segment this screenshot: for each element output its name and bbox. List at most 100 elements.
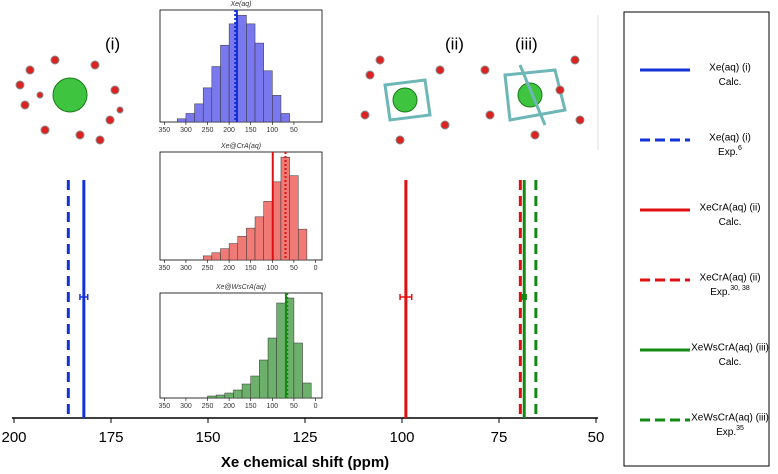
histogram-bar: [241, 383, 251, 399]
x-tick-label: 50: [588, 429, 605, 446]
histogram-bar: [233, 389, 243, 399]
histogram-bar: [207, 395, 217, 399]
inset-title: Xe(aq): [229, 1, 251, 8]
legend-note: Calc.: [719, 77, 742, 88]
histogram-bar: [267, 337, 277, 399]
x-tick-label: 75: [491, 429, 508, 446]
x-tick-label: 125: [292, 429, 317, 446]
inset-tick-label: 300: [180, 403, 192, 410]
legend-note: Calc.: [719, 357, 742, 368]
histogram-bar: [280, 113, 290, 123]
histogram-bar: [276, 302, 286, 399]
molecule-iii: [480, 55, 585, 140]
error-bar: [79, 294, 89, 300]
histogram-bar: [272, 95, 282, 123]
inset-tick-label: 350: [158, 403, 170, 410]
panel-label: (ii): [445, 34, 464, 53]
inset-tick-label: 50: [290, 403, 298, 410]
inset-tick-label: 300: [180, 265, 192, 272]
histogram-bar: [250, 375, 260, 399]
histogram-bar: [259, 359, 269, 399]
legend-label: XeWsCrA(aq) (iii): [691, 343, 769, 354]
legend-ref: 30, 38: [730, 285, 750, 292]
legend-note: Calc.: [719, 217, 742, 228]
panel-label: (i): [105, 34, 120, 53]
histogram-bar: [237, 236, 247, 261]
inset-tick-label: 0: [314, 265, 318, 272]
legend-label: Xe(aq) (i): [709, 63, 751, 74]
inset-tick-label: 350: [158, 127, 170, 134]
legend-note-line: Exp.30, 38: [710, 285, 750, 298]
histogram-bar: [254, 216, 264, 261]
legend-note-line: Exp.6: [718, 145, 742, 158]
histogram-bar: [202, 255, 213, 261]
inset-title: Xe@CrA(aq): [220, 143, 261, 150]
histogram-bar: [246, 23, 256, 123]
legend-note: Exp.: [710, 287, 730, 298]
histogram-bar: [289, 175, 299, 261]
inset-tick-label: 150: [245, 265, 257, 272]
inset-tick-label: 0: [314, 403, 318, 410]
histogram-bar: [293, 342, 303, 399]
legend-note: Exp.: [716, 427, 736, 438]
x-tick-label: 175: [98, 429, 123, 446]
inset-title: Xe@WsCrA(aq): [215, 284, 266, 291]
inset-tick-label: 150: [245, 127, 257, 134]
legend-note-line: Calc.: [719, 77, 742, 88]
histogram-bar: [254, 42, 264, 123]
inset-tick-label: 150: [245, 403, 257, 410]
histogram-bar: [237, 15, 247, 123]
histogram-bar: [263, 201, 273, 261]
inset-tick-label: 250: [202, 265, 214, 272]
legend-note-line: Calc.: [719, 357, 742, 368]
histogram-bar: [211, 252, 221, 261]
inset-tick-label: 50: [290, 265, 298, 272]
error-bar: [399, 294, 413, 300]
inset-tick-label: 50: [290, 127, 298, 134]
inset-tick-label: 250: [202, 403, 214, 410]
histogram-bar: [185, 113, 195, 123]
panel-label: (iii): [515, 34, 538, 53]
molecule-i: [15, 55, 124, 145]
inset-tick-label: 100: [266, 403, 278, 410]
legend-label: XeCrA(aq) (ii): [699, 273, 760, 284]
legend-label: Xe(aq) (i): [709, 133, 751, 144]
x-tick-label: 200: [1, 429, 26, 446]
x-axis-label: Xe chemical shift (ppm): [221, 454, 389, 471]
histogram-bar: [194, 103, 204, 123]
inset-tick-label: 100: [266, 265, 278, 272]
histogram-bar: [211, 66, 221, 123]
legend-box: [623, 11, 770, 467]
legend-note-line: Exp.35: [716, 425, 744, 438]
histogram-bar: [224, 392, 234, 399]
error-bar: [521, 294, 527, 300]
legend-note-line: Calc.: [719, 217, 742, 228]
legend-ref: 35: [736, 425, 744, 432]
histogram-bar: [220, 44, 230, 123]
inset-tick-label: 200: [223, 127, 235, 134]
histogram-bar: [302, 382, 312, 399]
histogram-bar: [263, 70, 273, 123]
histogram-bar: [220, 248, 230, 261]
inset-tick-label: 250: [202, 127, 214, 134]
x-tick-label: 150: [195, 429, 220, 446]
inset-tick-label: 350: [158, 265, 170, 272]
legend-ref: 6: [738, 145, 742, 152]
x-tick-label: 100: [389, 429, 414, 446]
molecule-ii: [360, 55, 450, 145]
histogram-bar: [228, 243, 239, 261]
inset-tick-label: 200: [223, 403, 235, 410]
legend-note: Exp.: [718, 147, 738, 158]
inset-tick-label: 300: [180, 127, 192, 134]
histogram-bar: [202, 87, 213, 123]
histogram-bar: [297, 228, 308, 261]
inset-tick-label: 100: [266, 127, 278, 134]
inset-tick-label: 200: [223, 265, 235, 272]
legend-label: XeCrA(aq) (ii): [699, 203, 760, 214]
histogram-bar: [177, 118, 187, 123]
histogram-bar: [215, 394, 226, 399]
histogram-bar: [246, 227, 256, 261]
legend-label: XeWsCrA(aq) (iii): [691, 413, 769, 424]
